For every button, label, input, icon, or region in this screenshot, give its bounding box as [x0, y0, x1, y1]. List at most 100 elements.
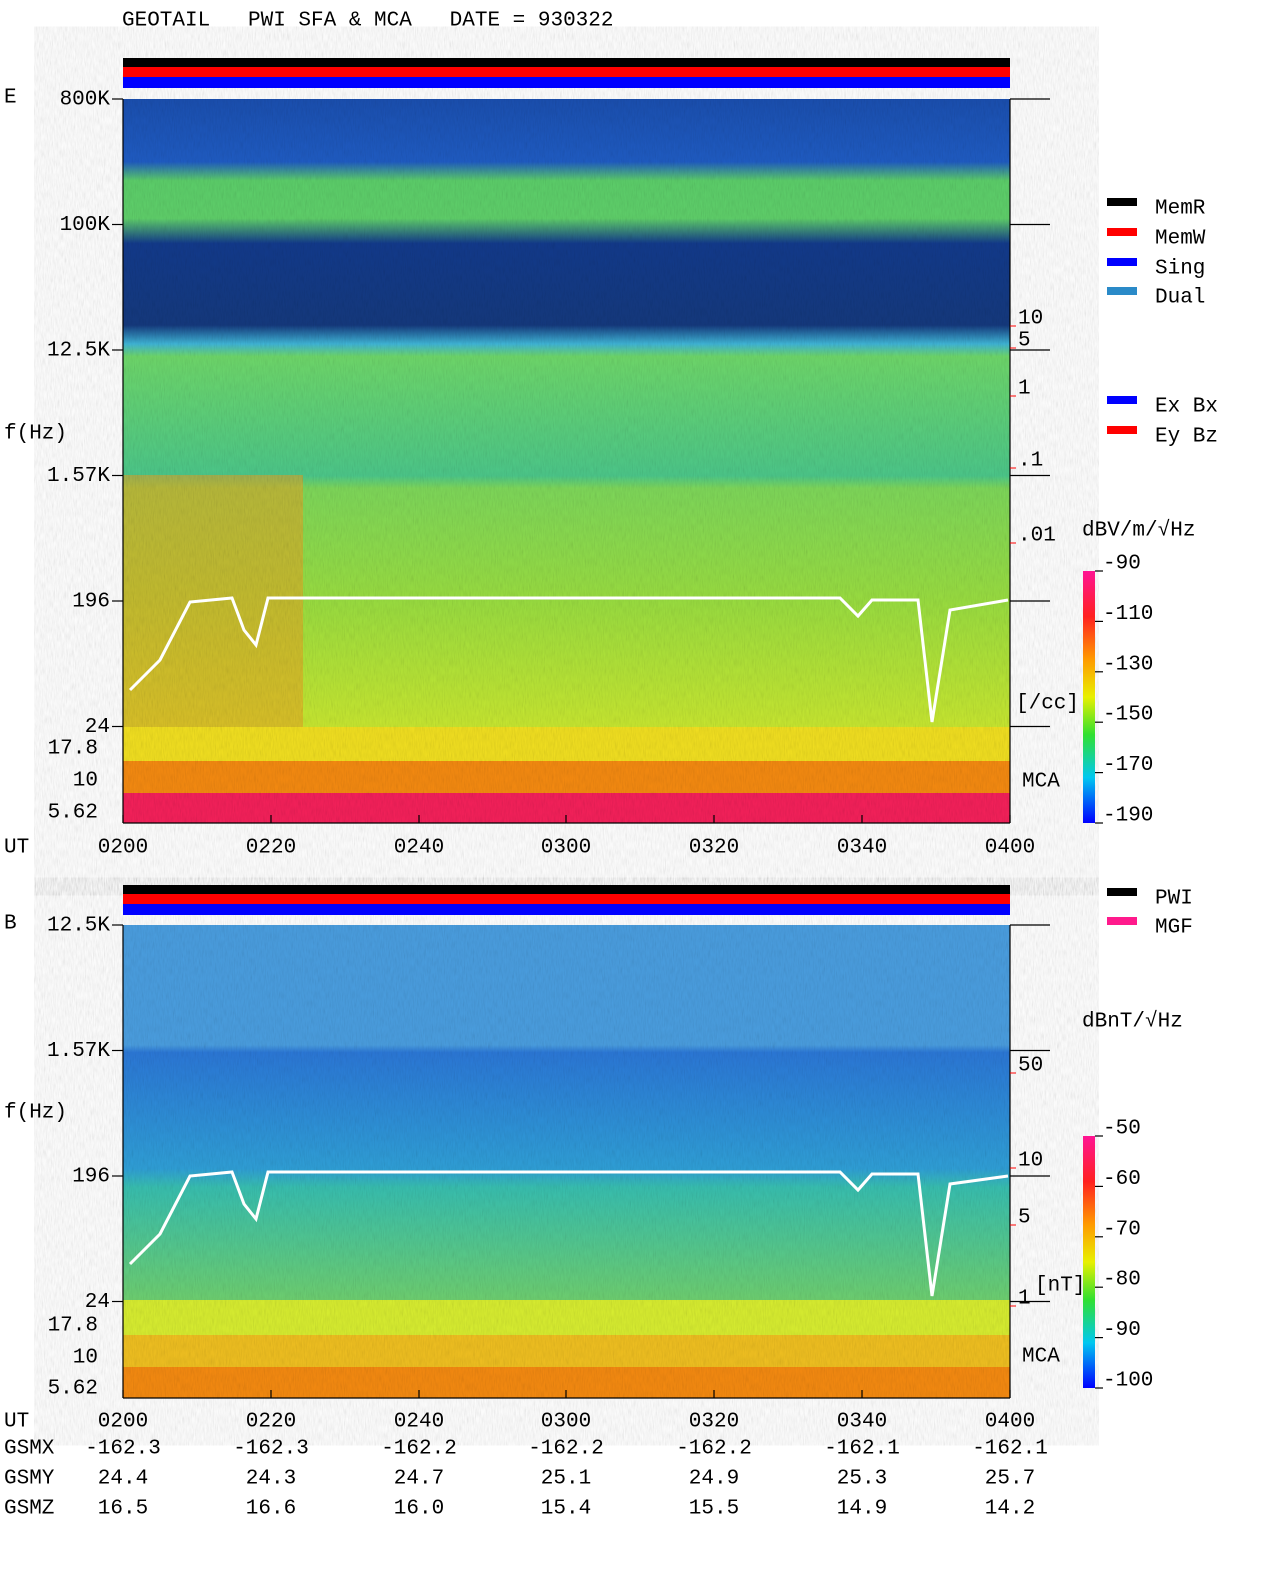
- gyro-line: [128, 1170, 1009, 1297]
- colorbar-tick-label: -90: [1103, 553, 1141, 576]
- right-tick-label: 5: [1018, 1207, 1031, 1230]
- orbit-value: 14.2: [985, 1498, 1035, 1521]
- mca-tick-label: 17.8: [48, 1315, 98, 1338]
- x-tick-label: 0400: [985, 837, 1035, 860]
- legend-label: Dual: [1155, 287, 1205, 310]
- texture: [123, 99, 1010, 823]
- x-tick-label: 0240: [394, 1411, 444, 1434]
- legend-swatch: [1107, 888, 1137, 896]
- orbit-value: -162.1: [972, 1438, 1048, 1461]
- orbit-label: GSMX: [4, 1438, 55, 1461]
- colorbar: [1083, 1136, 1095, 1388]
- panel-label: E: [4, 87, 17, 110]
- orbit-value: -162.2: [381, 1438, 457, 1461]
- right-tick-label: .1: [1018, 450, 1043, 473]
- legend-label: Ey Bz: [1155, 426, 1218, 449]
- y-tick-label: 24: [85, 1291, 110, 1314]
- colorbar-tick-label: -170: [1103, 754, 1153, 777]
- legend-label: MemR: [1155, 198, 1206, 221]
- right-tick-label: 5: [1018, 330, 1031, 353]
- orbit-value: -162.3: [85, 1438, 161, 1461]
- orbit-value: -162.1: [824, 1438, 900, 1461]
- colorbar-tick-label: -80: [1103, 1269, 1141, 1292]
- y-axis-title: f(Hz): [4, 1102, 67, 1125]
- right-tick-label: 10: [1018, 308, 1043, 331]
- orbit-label: GSMY: [4, 1468, 55, 1491]
- status-bar: [123, 885, 1010, 894]
- legend-label: MemW: [1155, 228, 1206, 251]
- orbit-value: 15.4: [541, 1498, 591, 1521]
- mca-tick-label: 5.62: [48, 1378, 98, 1401]
- legend-swatch: [1107, 198, 1137, 206]
- legend-label: Ex Bx: [1155, 396, 1218, 419]
- panel-label: B: [4, 913, 17, 936]
- colorbar-tick-label: -90: [1103, 1319, 1141, 1342]
- x-tick-label: 0220: [246, 837, 296, 860]
- right-tick-label: 50: [1018, 1055, 1043, 1078]
- orbit-value: 25.1: [541, 1468, 591, 1491]
- x-tick-label: 0320: [689, 1411, 739, 1434]
- x-axis-title: UT: [4, 1411, 29, 1434]
- right-tick-label: 1: [1018, 378, 1031, 401]
- orbit-value: 24.9: [689, 1468, 739, 1491]
- x-tick-label: 0300: [541, 837, 591, 860]
- right-tick-label: 10: [1018, 1150, 1043, 1173]
- orbit-value: -162.2: [528, 1438, 604, 1461]
- orbit-value: -162.2: [676, 1438, 752, 1461]
- colorbar-tick-label: -150: [1103, 704, 1153, 727]
- y-tick-label: 1.57K: [47, 465, 110, 488]
- x-tick-label: 0340: [837, 1411, 887, 1434]
- y-tick-label: 1.57K: [47, 1040, 110, 1063]
- colorbar-unit: dBV/m/√Hz: [1082, 519, 1195, 543]
- mca-tick-label: 17.8: [48, 738, 98, 761]
- x-tick-label: 0200: [98, 1411, 148, 1434]
- legend-swatch: [1107, 917, 1137, 925]
- orbit-value: 24.3: [246, 1468, 296, 1491]
- legend-swatch: [1107, 426, 1137, 434]
- x-tick-label: 0400: [985, 1411, 1035, 1434]
- orbit-label: GSMZ: [4, 1498, 54, 1521]
- x-tick-label: 0240: [394, 837, 444, 860]
- x-tick-label: 0200: [98, 837, 148, 860]
- legend-swatch: [1107, 287, 1137, 295]
- colorbar-tick-label: -100: [1103, 1370, 1153, 1393]
- legend-swatch: [1107, 228, 1137, 236]
- mca-label: MCA: [1022, 1346, 1060, 1369]
- legend-label: PWI: [1155, 888, 1193, 911]
- y-tick-label: 12.5K: [47, 915, 110, 938]
- colorbar-tick-label: -110: [1103, 603, 1153, 626]
- orbit-value: 14.9: [837, 1498, 887, 1521]
- texture: [123, 925, 1010, 1398]
- mca-tick-label: 10: [73, 770, 98, 793]
- status-bar: [123, 77, 1010, 88]
- colorbar-tick-label: -130: [1103, 653, 1153, 676]
- status-bar: [123, 894, 1010, 904]
- right-unit: [nT]: [1035, 1275, 1085, 1298]
- mca-tick-label: 10: [73, 1347, 98, 1370]
- right-unit: [/cc]: [1016, 693, 1079, 716]
- orbit-value: 24.4: [98, 1468, 148, 1491]
- status-bar: [123, 67, 1010, 77]
- orbit-value: 25.7: [985, 1468, 1035, 1491]
- x-tick-label: 0220: [246, 1411, 296, 1434]
- y-tick-label: 24: [85, 716, 110, 739]
- orbit-value: 24.7: [394, 1468, 444, 1491]
- legend-swatch: [1107, 258, 1137, 266]
- y-axis-title: f(Hz): [4, 423, 67, 446]
- x-tick-label: 0340: [837, 837, 887, 860]
- status-bar: [123, 904, 1010, 915]
- orbit-value: 16.5: [98, 1498, 148, 1521]
- colorbar-tick-label: -60: [1103, 1168, 1141, 1191]
- colorbar-tick-label: -70: [1103, 1218, 1141, 1241]
- x-tick-label: 0300: [541, 1411, 591, 1434]
- right-tick-label: 1: [1018, 1288, 1031, 1311]
- y-tick-label: 196: [72, 1166, 110, 1189]
- y-tick-label: 100K: [60, 214, 111, 237]
- status-bar: [123, 58, 1010, 67]
- mca-label: MCA: [1022, 771, 1060, 794]
- right-tick-label: .01: [1018, 525, 1056, 548]
- mca-tick-label: 5.62: [48, 802, 98, 825]
- y-tick-label: 12.5K: [47, 340, 110, 363]
- colorbar-tick-label: -50: [1103, 1118, 1141, 1141]
